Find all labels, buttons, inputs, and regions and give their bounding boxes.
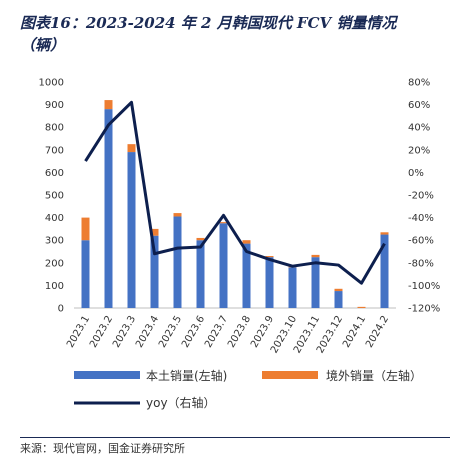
title-line-2: （辆） (20, 36, 66, 54)
overseas-sales-bar (242, 240, 251, 244)
left-axis-tick: 700 (45, 145, 64, 156)
overseas-sales-bar (104, 100, 113, 110)
yoy-line (84, 100, 386, 285)
domestic-sales-bar (150, 235, 159, 308)
left-axis-tick: 900 (45, 100, 64, 111)
domestic-sales-bar (380, 234, 389, 308)
overseas-sales-bar (311, 254, 320, 258)
overseas-sales-bar (81, 217, 90, 241)
overseas-sales-bar (334, 288, 343, 292)
right-axis-tick: 80% (408, 78, 430, 89)
left-axis-tick: 800 (45, 123, 64, 134)
legend-swatch-overseas (262, 371, 318, 379)
left-axis-tick: 500 (45, 191, 64, 202)
domestic-sales-bar (288, 267, 297, 308)
domestic-sales-bar (196, 240, 205, 308)
domestic-sales-bar (104, 109, 113, 309)
right-axis-tick: 0% (408, 168, 424, 179)
chart-title: 图表16：2023-2024 年 2 月韩国现代 FCV 销量情况 （辆） (20, 12, 450, 56)
overseas-sales-bar (265, 256, 274, 258)
right-axis-tick: -120% (408, 304, 440, 315)
legend-swatch-domestic (74, 371, 140, 379)
legend-label-overseas: 境外销量（左轴） (326, 368, 422, 383)
overseas-sales-bar (357, 306, 366, 308)
right-axis-tick: -80% (408, 258, 434, 269)
domestic-sales-bar (173, 216, 182, 308)
right-axis-tick: -60% (408, 236, 434, 247)
overseas-sales-bar (127, 144, 136, 153)
domestic-sales-bar (81, 240, 90, 308)
left-axis-tick: 200 (45, 258, 64, 269)
bottom-divider (20, 437, 450, 438)
right-axis-tick: 20% (408, 145, 430, 156)
domestic-sales-bar (219, 223, 228, 308)
right-axis-tick: 60% (408, 100, 430, 111)
domestic-sales-bar (334, 291, 343, 308)
overseas-sales-bar (380, 232, 389, 235)
right-axis-tick: -20% (408, 191, 434, 202)
left-axis-tick: 300 (45, 236, 64, 247)
overseas-sales-bar (173, 213, 182, 217)
left-axis-tick: 0 (58, 304, 64, 315)
right-axis-tick: -100% (408, 281, 440, 292)
overseas-sales-bar (150, 228, 159, 236)
right-axis-tick: 40% (408, 123, 430, 134)
overseas-sales-bar (196, 237, 205, 241)
left-axis-tick: 600 (45, 168, 64, 179)
overseas-sales-bar (219, 222, 228, 224)
domestic-sales-bar (311, 257, 320, 308)
left-axis-tick: 400 (45, 213, 64, 224)
legend-label-yoy: yoy（右轴） (146, 395, 216, 410)
domestic-sales-bar (265, 257, 274, 308)
right-axis-tick: -40% (408, 213, 434, 224)
source-note: 来源：现代官网，国金证券研究所 (20, 442, 185, 455)
left-axis-tick: 1000 (39, 78, 64, 89)
left-axis-tick: 100 (45, 281, 64, 292)
title-line-1: 图表16：2023-2024 年 2 月韩国现代 FCV 销量情况 (20, 14, 397, 32)
legend-label-domestic: 本土销量(左轴) (146, 368, 227, 383)
domestic-sales-bar (127, 152, 136, 308)
domestic-sales-bar (242, 243, 251, 308)
x-axis-tick: 2024.2 (364, 314, 391, 350)
